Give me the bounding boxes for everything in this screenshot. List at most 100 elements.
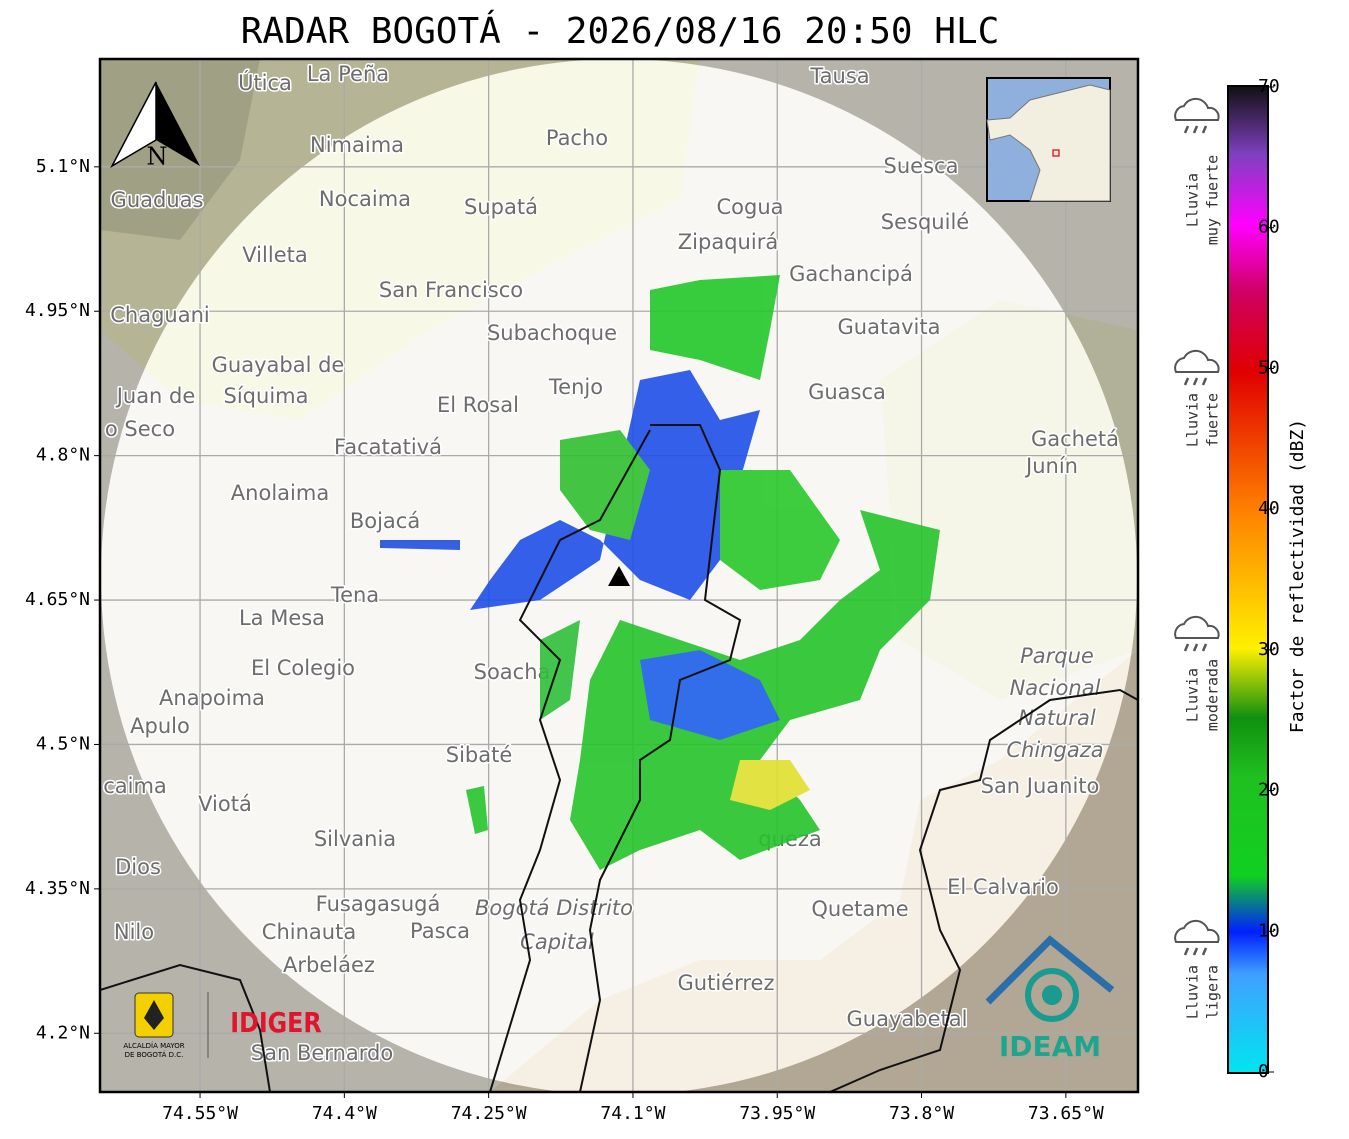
- place-label: Guayabal de: [212, 353, 345, 377]
- rain-class-label: muy fuerte: [1204, 155, 1222, 245]
- place-label: Viotá: [198, 792, 252, 816]
- place-label: Quetame: [811, 897, 908, 921]
- cloud-icon: [1174, 919, 1220, 943]
- place-label: Soacha: [474, 660, 551, 684]
- place-label: Subachoque: [487, 321, 617, 345]
- place-label: Fusagasugá: [316, 892, 441, 916]
- place-label: Sesquilé: [881, 210, 969, 234]
- place-label: Chingaza: [1006, 738, 1103, 762]
- y-tick-label: 5.1°N: [36, 156, 90, 177]
- ideam-logo: IDEAM: [999, 1030, 1101, 1063]
- place-label: Tenjo: [548, 375, 603, 399]
- north-label: N: [147, 143, 168, 171]
- place-label: San Francisco: [379, 278, 523, 302]
- place-label: El Rosal: [437, 393, 519, 417]
- x-tick-label: 73.65°W: [1028, 1103, 1104, 1124]
- y-tick-label: 4.2°N: [36, 1022, 90, 1043]
- colorbar: Factor de reflectividad (dBZ) 0 10 20 30 40 5…: [1227, 76, 1308, 1082]
- map-frame: [98, 57, 1140, 1094]
- place-label: El Colegio: [251, 656, 355, 680]
- place-label: Anolaima: [231, 481, 329, 505]
- rain-class-label: Lluvia: [1184, 668, 1202, 722]
- colorbar-tick-label: 30: [1258, 639, 1280, 660]
- colorbar-ramp: [1227, 85, 1269, 1074]
- place-label: Chaguani: [110, 303, 210, 327]
- rain-class-label: Lluvia: [1184, 393, 1202, 447]
- place-label: Apulo: [130, 714, 190, 738]
- y-tick-label: 4.65°N: [25, 589, 90, 610]
- place-label: Tausa: [809, 64, 869, 88]
- place-label: La Peña: [307, 62, 389, 86]
- x-tick-label: 74.4°W: [312, 1103, 377, 1124]
- place-label: Nocaima: [319, 187, 411, 211]
- inset-map: [986, 77, 1111, 202]
- x-tick-label: 73.95°W: [739, 1103, 815, 1124]
- place-label: Nacional: [1010, 676, 1101, 700]
- grid: [100, 59, 1138, 1092]
- place-label: Nilo: [114, 920, 154, 944]
- place-label: Supatá: [464, 195, 538, 219]
- place-label: Bogotá Distrito: [475, 896, 633, 920]
- place-label: Capital: [520, 930, 594, 954]
- place-label: Arbeláez: [283, 953, 375, 977]
- colorbar-tick-label: 10: [1258, 920, 1280, 941]
- rain-icon: [1183, 643, 1208, 652]
- colorbar-tick-label: 20: [1258, 780, 1280, 801]
- x-tick-label: 74.55°W: [162, 1103, 238, 1124]
- alcaldia-line: DE BOGOTÁ D.C.: [125, 1050, 184, 1059]
- map: Útica La Peña Tausa Nimaima Pacho Suesca Guadu…: [100, 59, 1138, 1092]
- alcaldia-line: ALCALDÍA MAYOR: [123, 1041, 184, 1050]
- x-tick-label: 73.8°W: [889, 1103, 954, 1124]
- rain-class-label: Lluvia: [1184, 965, 1202, 1019]
- x-tick-label: 74.25°W: [451, 1103, 527, 1124]
- boundaries: [100, 424, 1138, 1092]
- place-label: Pacho: [546, 126, 608, 150]
- y-tick-label: 4.95°N: [25, 300, 90, 321]
- place-label: o Seco: [105, 417, 175, 441]
- place-label: Parque: [1020, 644, 1094, 668]
- place-label: Junín: [1024, 454, 1078, 478]
- x-tick-label: 74.1°W: [600, 1103, 665, 1124]
- colorbar-tick-label: 0: [1258, 1061, 1269, 1082]
- place-label: Villeta: [242, 243, 307, 267]
- colorbar-tick-label: 70: [1258, 76, 1280, 97]
- place-label: Gachetá: [1031, 427, 1119, 451]
- colorbar-label: Factor de reflectividad (dBZ): [1287, 419, 1308, 733]
- places: Útica La Peña Tausa Nimaima Pacho Suesca Guadu…: [102, 61, 1121, 1067]
- rain-icon: [1183, 377, 1208, 386]
- rain-class-label: fuerte: [1204, 393, 1222, 447]
- place-label: San Juanito: [981, 774, 1100, 798]
- place-label: Guaduas: [111, 188, 204, 212]
- rain-class-label: moderada: [1204, 659, 1222, 731]
- colorbar-ticks: 0 10 20 30 40 50 60 70: [1258, 76, 1280, 1082]
- colorbar-tick-label: 40: [1258, 498, 1280, 519]
- echoes: [380, 275, 940, 870]
- place-label: Útica: [238, 70, 292, 95]
- y-tick-label: 4.5°N: [36, 733, 90, 754]
- cloud-icon: [1174, 615, 1220, 639]
- place-label: Nimaima: [310, 133, 404, 157]
- place-label: Síquima: [224, 384, 309, 408]
- place-label: caima: [103, 774, 167, 798]
- place-label: Pasca: [410, 919, 470, 943]
- colorbar-tick-label: 60: [1258, 217, 1280, 238]
- place-label: Gachancipá: [789, 262, 913, 286]
- place-label: Dios: [115, 855, 161, 879]
- rain-icon: [1183, 125, 1208, 134]
- y-tick-label: 4.8°N: [36, 445, 90, 466]
- place-label: Suesca: [884, 154, 959, 178]
- rain-class-label: Lluvia: [1184, 173, 1202, 227]
- rain-icon: [1183, 947, 1208, 956]
- logos: ALCALDÍA MAYOR DE BOGOTÁ D.C. IDIGER IDE…: [123, 935, 1115, 1063]
- y-tick-label: 4.35°N: [25, 878, 90, 899]
- north-arrow: N: [110, 81, 200, 171]
- place-label: Guayabetal: [847, 1007, 968, 1031]
- cloud-icon: [1174, 349, 1220, 373]
- idiger-logo: IDIGER: [230, 1007, 322, 1039]
- place-label: Gutiérrez: [678, 971, 775, 995]
- place-label: Guatavita: [838, 315, 941, 339]
- place-label: Juan de: [115, 384, 196, 408]
